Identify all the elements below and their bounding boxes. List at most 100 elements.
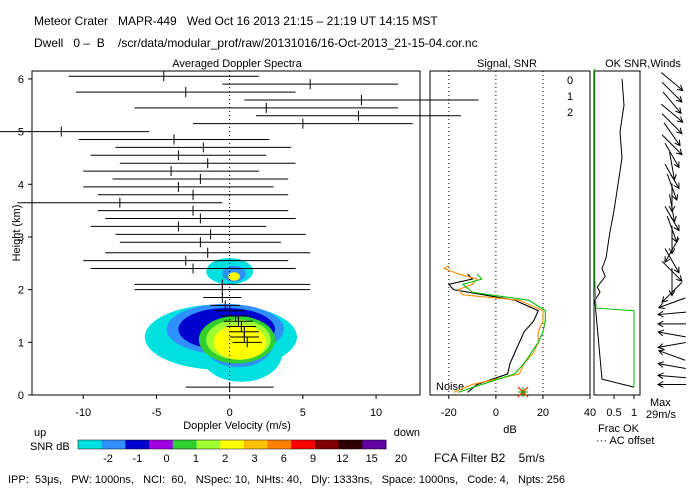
colorbar-swatch [220,440,245,449]
colorbar-swatch [243,440,269,449]
wind-arrow-head [656,381,664,388]
y-tick-label: 6 [18,74,24,86]
colorbar-tick-label: 1 [193,453,199,465]
wind-arrow [660,103,684,123]
wind-arrow-head [673,224,680,232]
signal-x-label: dB [503,424,516,436]
snr-legend-entry: 2 [567,107,573,119]
colorbar-frame [77,439,387,450]
wind-arrow [663,122,681,146]
wind-arrow-head [674,139,681,147]
wind-arrow-head [657,372,664,380]
max-value: 29m/s [646,409,676,421]
colorbar-tick-label: 3 [251,453,257,465]
wind-arrow-head [668,290,676,297]
colorbar-swatch [338,440,363,449]
x-tick-label: -5 [152,407,162,419]
colorbar-tick-label: 15 [366,453,378,465]
signal-x-tick-label: 0 [493,407,499,419]
colorbar-swatch [362,440,387,449]
wind-arrow-head [664,256,671,264]
wind-arrow-head [676,116,684,123]
wind-arrow [661,113,683,134]
snr-legend-entry: 1 [567,91,573,103]
wind-arrow-head [668,205,676,213]
wind-arrow [661,81,683,103]
wind-arrow [661,260,683,282]
wind-arrow-head [657,302,665,309]
colorbar-swatch [291,440,316,449]
snr-series-line [458,273,546,393]
wind-arrow-head [657,329,665,337]
header-title: Meteor Crater MAPR-449 Wed Oct 16 2013 2… [34,14,438,28]
colorbar-swatch [196,440,221,449]
signal-frame [429,70,591,396]
wind-arrow-head [656,320,664,328]
fca-filter-label: FCA Filter B2 5m/s [434,451,545,465]
wind-arrow-head [673,161,680,169]
colorbar-swatch [149,440,174,449]
wind-arrow [661,134,683,156]
wind-arrow-head [676,84,684,92]
wind-arrow [658,297,686,309]
winds-title: OK SNR,Winds [605,58,681,70]
signal-x-tick-label: 20 [537,407,549,419]
signal-x-tick-label: 40 [584,407,596,419]
colorbar-tick-label: 2 [222,453,228,465]
snr-series-line [447,273,539,393]
colorbar-swatch [172,440,197,449]
colorbar-tick-label: 20 [395,453,407,465]
wind-arrow [658,331,686,338]
colorbar-tick-label: 6 [281,453,287,465]
colorbar-swatch [267,440,292,449]
winds-frame [593,70,641,396]
colorbar-tick-label: -1 [132,453,142,465]
x-tick-label: 5 [300,407,306,419]
wind-arrow-head [661,296,668,303]
y-tick-label: 5 [18,127,24,139]
wind-arrow [658,311,686,316]
colorbar-swatch [314,440,340,449]
wind-arrow [664,142,680,168]
x-tick-label: 0 [227,407,233,419]
wind-arrow-head [668,248,676,255]
colorbar-tick-label: 12 [336,453,348,465]
wind-arrow-head [670,173,677,181]
frac-ok-line [594,78,635,388]
wind-arrow-head [673,266,680,274]
wind-arrow-head [676,96,683,103]
max-label: Max [650,397,671,409]
frac-ok-line [594,68,635,388]
x-axis-label: Doppler Velocity (m/s) [183,420,291,432]
colorbar-tick-label: 9 [310,453,316,465]
signal-title: Signal, SNR [477,58,537,70]
down-label: down [394,427,420,439]
wind-arrow [660,72,684,91]
y-tick-label: 4 [18,179,24,191]
colorbar-swatch [101,440,126,449]
wind-arrow-head [671,194,679,202]
y-tick-label: 1 [18,337,24,349]
wind-arrow [664,248,680,274]
wind-arrow-head [671,236,679,244]
signal-x-tick-label: -20 [441,407,457,419]
colorbar-tick-label: -2 [103,453,113,465]
x-tick-label: -10 [75,407,91,419]
colorbar-label: SNR dB [30,441,70,453]
wind-arrow-head [657,361,665,368]
wind-arrow [662,91,682,114]
wind-arrow [658,342,686,348]
winds-x-tick-label: 1 [631,407,637,419]
wind-arrow [658,350,686,361]
wind-arrow-head [657,310,664,318]
up-label: up [34,427,46,439]
footer-params: IPP: 53μs, PW: 1000ns, NCI: 60, NSpec: 1… [8,474,566,486]
wind-arrow-head [670,215,677,223]
snr-region [228,272,240,281]
noise-marker-cross [518,387,528,397]
colorbar-swatch [78,440,103,449]
wind-arrow-head [675,107,682,115]
y-tick-label: 3 [18,232,24,244]
wind-arrow [666,173,678,201]
wind-arrow-head [657,349,665,356]
